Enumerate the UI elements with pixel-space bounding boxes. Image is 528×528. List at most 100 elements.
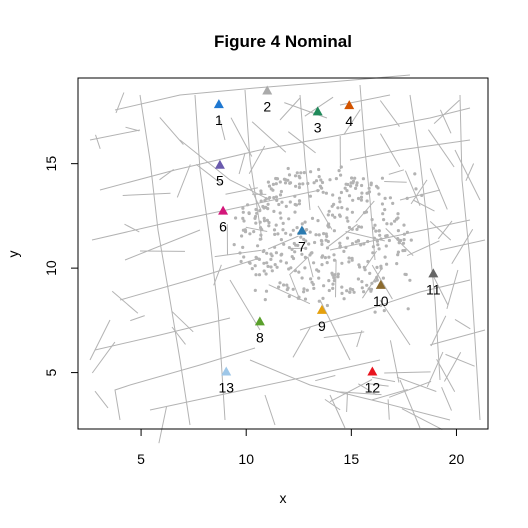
death-point <box>362 177 365 180</box>
death-point <box>317 277 320 280</box>
street-segment <box>246 227 267 231</box>
death-point <box>339 174 342 177</box>
death-point <box>389 196 392 199</box>
death-point <box>333 259 336 262</box>
death-point <box>384 197 387 200</box>
death-point <box>319 178 322 181</box>
death-point <box>351 199 354 202</box>
death-point <box>313 241 316 244</box>
death-point <box>254 208 257 211</box>
death-point <box>304 221 307 224</box>
death-point <box>284 181 287 184</box>
street-segment <box>92 342 115 373</box>
death-point <box>322 232 325 235</box>
death-point <box>256 244 259 247</box>
pump-marker-1 <box>214 99 224 108</box>
death-point <box>338 213 341 216</box>
death-point <box>357 197 360 200</box>
street-26 <box>455 150 480 200</box>
death-point <box>233 243 236 246</box>
death-point <box>273 228 276 231</box>
pump-label-8: 8 <box>256 329 264 345</box>
death-point <box>306 289 309 292</box>
death-point <box>279 193 282 196</box>
death-point <box>336 275 339 278</box>
death-point <box>298 176 301 179</box>
death-point <box>414 187 417 190</box>
death-point <box>309 231 312 234</box>
death-point <box>262 249 265 252</box>
street-segment <box>380 101 399 127</box>
death-point <box>328 210 331 213</box>
death-point <box>265 261 268 264</box>
chart-title: Figure 4 Nominal <box>214 32 352 51</box>
death-point <box>275 251 278 254</box>
street-segment <box>336 260 337 297</box>
death-point <box>314 233 317 236</box>
death-point <box>242 211 245 214</box>
death-point <box>377 193 380 196</box>
death-point <box>332 253 335 256</box>
death-point <box>272 183 275 186</box>
death-point <box>388 239 391 242</box>
death-point <box>408 279 411 282</box>
death-point <box>282 283 285 286</box>
death-point <box>309 170 312 173</box>
street-segment <box>126 127 140 131</box>
street-segment <box>249 146 265 174</box>
death-point <box>338 242 341 245</box>
death-point <box>344 246 347 249</box>
death-point <box>287 167 290 170</box>
death-point <box>282 243 285 246</box>
death-point <box>274 263 277 266</box>
death-point <box>376 279 379 282</box>
death-point <box>345 216 348 219</box>
death-point <box>338 197 341 200</box>
death-point <box>401 249 404 252</box>
street-segment <box>384 182 407 183</box>
death-points <box>233 165 424 313</box>
death-point <box>348 194 351 197</box>
death-point <box>292 229 295 232</box>
street-31 <box>230 280 260 330</box>
death-point <box>331 193 334 196</box>
y-tick-label: 5 <box>43 368 59 376</box>
street-segment <box>116 93 124 113</box>
death-point <box>293 242 296 245</box>
death-point <box>381 212 384 215</box>
street-24 <box>90 130 140 140</box>
death-point <box>267 181 270 184</box>
death-point <box>311 217 314 220</box>
death-point <box>385 244 388 247</box>
death-point <box>320 243 323 246</box>
street-4 <box>120 258 260 300</box>
death-point <box>381 177 384 180</box>
street-segment <box>315 376 335 381</box>
death-point <box>331 205 334 208</box>
death-point <box>241 207 244 210</box>
street-segment <box>390 340 399 382</box>
pump-label-1: 1 <box>215 112 223 128</box>
death-point <box>279 260 282 263</box>
death-point <box>276 232 279 235</box>
death-point <box>376 243 379 246</box>
death-point <box>269 252 272 255</box>
death-point <box>297 296 300 299</box>
death-point <box>406 197 409 200</box>
death-point <box>346 237 349 240</box>
street-segment <box>447 270 458 309</box>
death-point <box>355 228 358 231</box>
death-point <box>264 298 267 301</box>
death-point <box>351 259 354 262</box>
death-point <box>265 272 268 275</box>
death-point <box>345 289 348 292</box>
death-point <box>346 220 349 223</box>
death-point <box>335 177 338 180</box>
death-point <box>316 189 319 192</box>
death-point <box>275 199 278 202</box>
death-point <box>310 281 313 284</box>
death-point <box>402 242 405 245</box>
pump-marker-12 <box>367 367 377 376</box>
death-point <box>378 247 381 250</box>
death-point <box>326 304 329 307</box>
